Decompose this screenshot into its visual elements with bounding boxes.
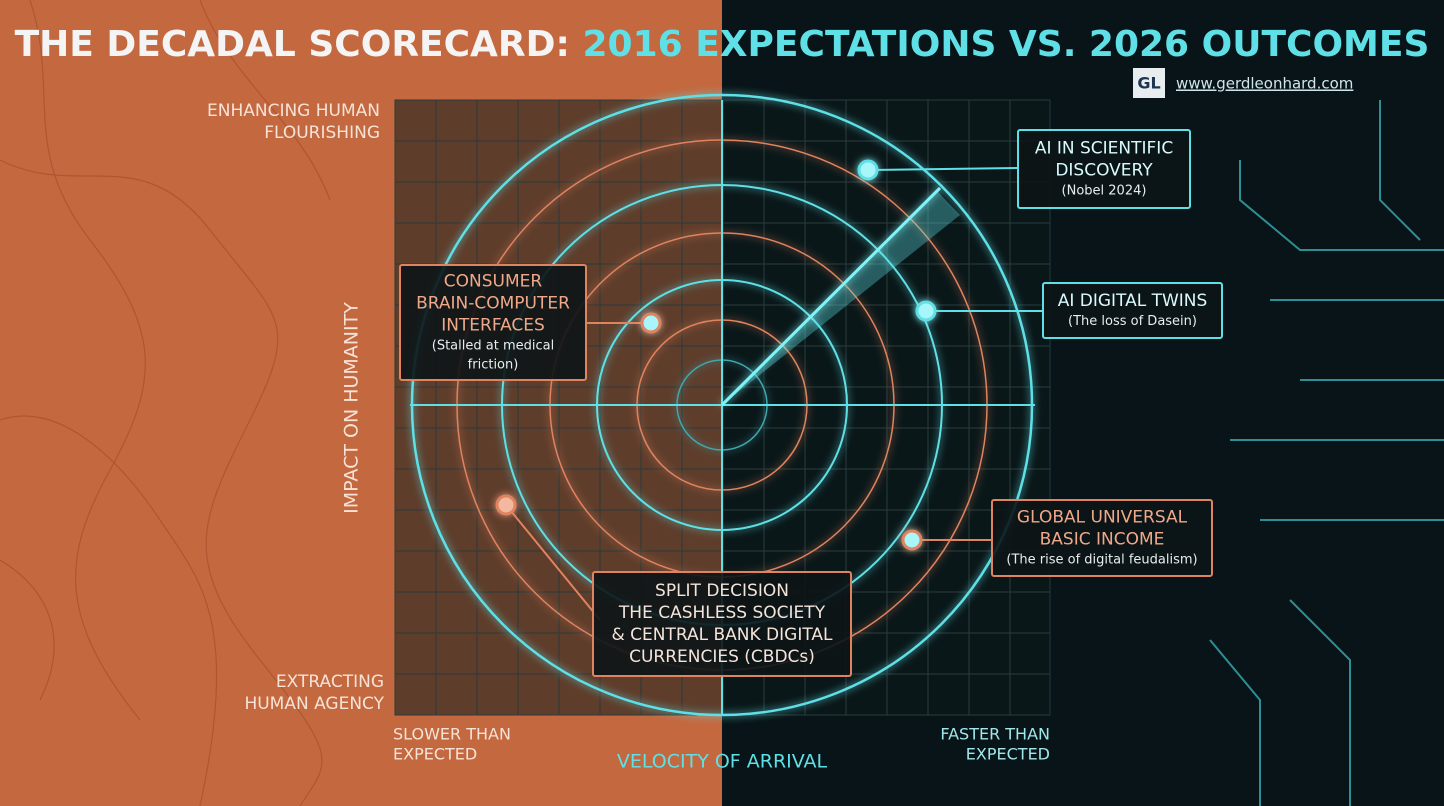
connector <box>867 167 1019 171</box>
x-axis-right: EXPECTED <box>966 745 1050 764</box>
node-title: BASIC INCOME <box>1040 530 1165 550</box>
node-dot <box>640 312 662 334</box>
node-title: CURRENCIES (CBDCs) <box>629 647 815 667</box>
map-lines <box>0 0 331 806</box>
node-title: & CENTRAL BANK DIGITAL <box>611 625 833 645</box>
node-title: AI DIGITAL TWINS <box>1058 291 1208 311</box>
node-title: AI IN SCIENTIFIC <box>1035 139 1173 159</box>
node-note: (The rise of digital feudalism) <box>1006 553 1197 568</box>
y-axis-bottom: HUMAN AGENCY <box>244 694 384 714</box>
node-box <box>1042 282 1223 339</box>
node-dot <box>915 300 937 322</box>
x-axis-title: VELOCITY OF ARRIVAL <box>617 751 828 773</box>
node-box <box>592 571 852 677</box>
y-axis-top: ENHANCING HUMAN <box>207 101 380 121</box>
node-title: INTERFACES <box>441 316 545 336</box>
connector <box>505 504 601 621</box>
node-title: BRAIN-COMPUTER <box>416 294 570 314</box>
url[interactable]: www.gerdleonhard.com <box>1176 75 1353 93</box>
node-title: DISCOVERY <box>1055 161 1153 181</box>
node-dot <box>495 494 517 516</box>
node-note: (Nobel 2024) <box>1062 184 1147 199</box>
title-accent: 2016 EXPECTATIONS VS. 2026 OUTCOMES <box>582 24 1429 65</box>
node-dot <box>901 529 923 551</box>
y-axis-bottom: EXTRACTING <box>276 672 384 692</box>
node-title: CONSUMER <box>444 272 543 292</box>
radar-sweep-edge <box>720 186 942 407</box>
y-axis-title: IMPACT ON HUMANITY <box>341 302 363 514</box>
node-box <box>399 264 587 381</box>
x-axis-left: SLOWER THAN <box>393 725 511 744</box>
logo-box <box>1133 68 1165 98</box>
radar-sweep <box>722 190 960 405</box>
node-box <box>991 499 1213 577</box>
node-note: (Stalled at medical <box>432 339 554 354</box>
node-note: friction) <box>468 358 519 373</box>
x-axis-right: FASTER THAN <box>940 725 1050 744</box>
x-axis-left: EXPECTED <box>393 745 477 764</box>
node-title: GLOBAL UNIVERSAL <box>1017 508 1188 528</box>
node-box <box>1017 129 1191 209</box>
logo: GL <box>1137 74 1160 93</box>
title-lead: THE DECADAL SCORECARD: <box>15 24 570 65</box>
circuit-lines <box>1209 100 1444 806</box>
y-axis-top: FLOURISHING <box>264 123 380 143</box>
node-title: SPLIT DECISION <box>655 581 789 601</box>
node-note: (The loss of Dasein) <box>1068 314 1197 329</box>
title: THE DECADAL SCORECARD: 2016 EXPECTATIONS… <box>15 24 1430 65</box>
node-title: THE CASHLESS SOCIETY <box>618 603 826 623</box>
node-dot <box>857 159 879 181</box>
